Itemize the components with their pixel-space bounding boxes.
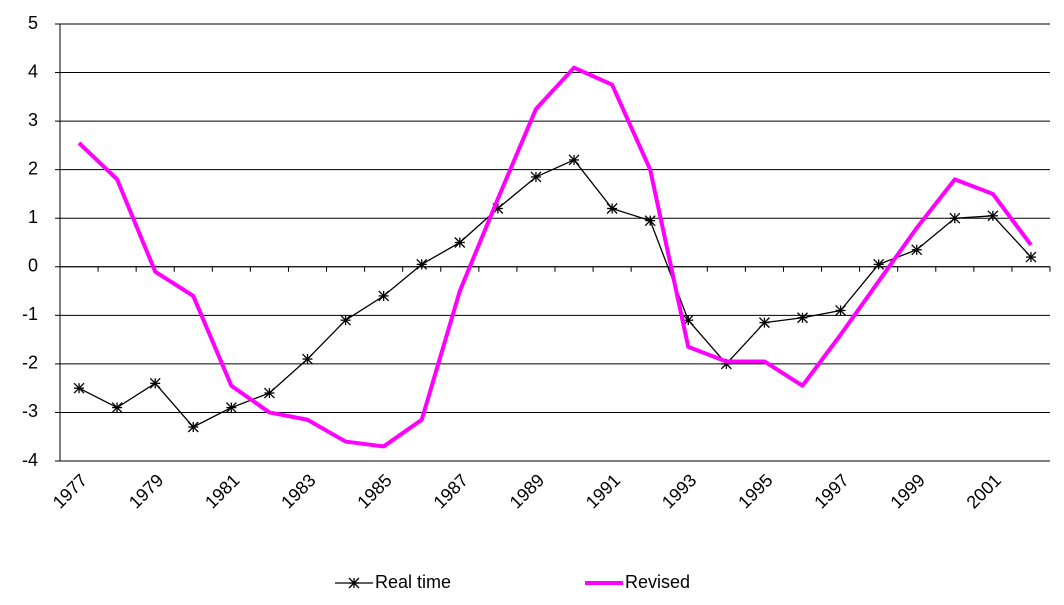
y-tick-label: -4 [22,450,38,470]
marker-stroke [302,353,313,365]
series-line [77,65,1033,449]
marker-stroke [568,154,580,166]
x-tick-label: 1997 [810,470,852,512]
marker-stroke [530,171,542,183]
marker-stroke [835,305,847,316]
marker-stroke [378,290,390,302]
marker [73,382,85,394]
marker [187,421,199,433]
marker-stroke [111,402,123,414]
marker [263,387,275,399]
y-tick-label: 3 [28,110,38,130]
marker [987,210,999,222]
series-line [78,159,1032,428]
marker-stroke [797,312,808,324]
x-tick-label: 1981 [201,470,243,512]
marker-stroke [340,314,352,326]
marker [797,312,808,324]
marker [416,258,428,270]
x-tick-label: 1993 [658,470,700,512]
marker-stroke [644,215,656,227]
marker [873,258,885,270]
marker-stroke [758,317,770,329]
marker-stroke [606,203,618,214]
marker-stroke [149,377,161,389]
y-tick-label: 0 [28,256,38,276]
marker-stroke [949,212,961,224]
marker-stroke [263,387,275,399]
marker [340,314,352,326]
y-tick-label: -3 [22,401,38,421]
marker [644,215,656,227]
marker-stroke [1025,251,1037,263]
marker-stroke [987,210,999,222]
marker-stroke [416,258,428,270]
x-tick-label: 1987 [430,470,472,512]
series [73,154,1037,433]
marker [302,353,313,365]
x-tick-label: 1995 [734,470,776,512]
legend-item: Real time [335,572,451,592]
marker-stroke [873,258,885,270]
marker-stroke [454,237,466,248]
legend-label: Real time [375,572,451,592]
x-tick-label: 1985 [353,470,395,512]
marker [911,244,923,256]
y-tick-label: 2 [28,158,38,178]
marker [758,317,770,329]
marker [378,290,390,302]
y-tick-label: -1 [22,304,38,324]
x-tick-label: 1979 [125,470,167,512]
marker [606,203,618,214]
y-tick-label: 4 [28,61,38,81]
x-tick-label: 2001 [963,470,1005,512]
marker [835,305,847,316]
y-tick-label: 1 [28,207,38,227]
legend-marker [348,577,360,589]
x-tick-label: 1999 [886,470,928,512]
marker-stroke [187,421,199,433]
marker [149,377,161,389]
x-tick-label: 1991 [582,470,624,512]
y-tick-label: 5 [28,13,38,33]
x-tick-label: 1977 [49,470,91,512]
marker [568,154,580,166]
series [77,65,1033,449]
y-tick-label: -2 [22,353,38,373]
legend-item: Revised [585,572,690,592]
x-tick-label: 1983 [277,470,319,512]
x-tick-label: 1989 [506,470,548,512]
marker [454,237,466,248]
marker [111,402,123,414]
marker [1025,251,1037,263]
legend-label: Revised [625,572,690,592]
marker [530,171,542,183]
marker-stroke [225,402,237,414]
marker [225,402,237,414]
marker [949,212,961,224]
marker-stroke [911,244,923,256]
marker-stroke [73,382,85,394]
